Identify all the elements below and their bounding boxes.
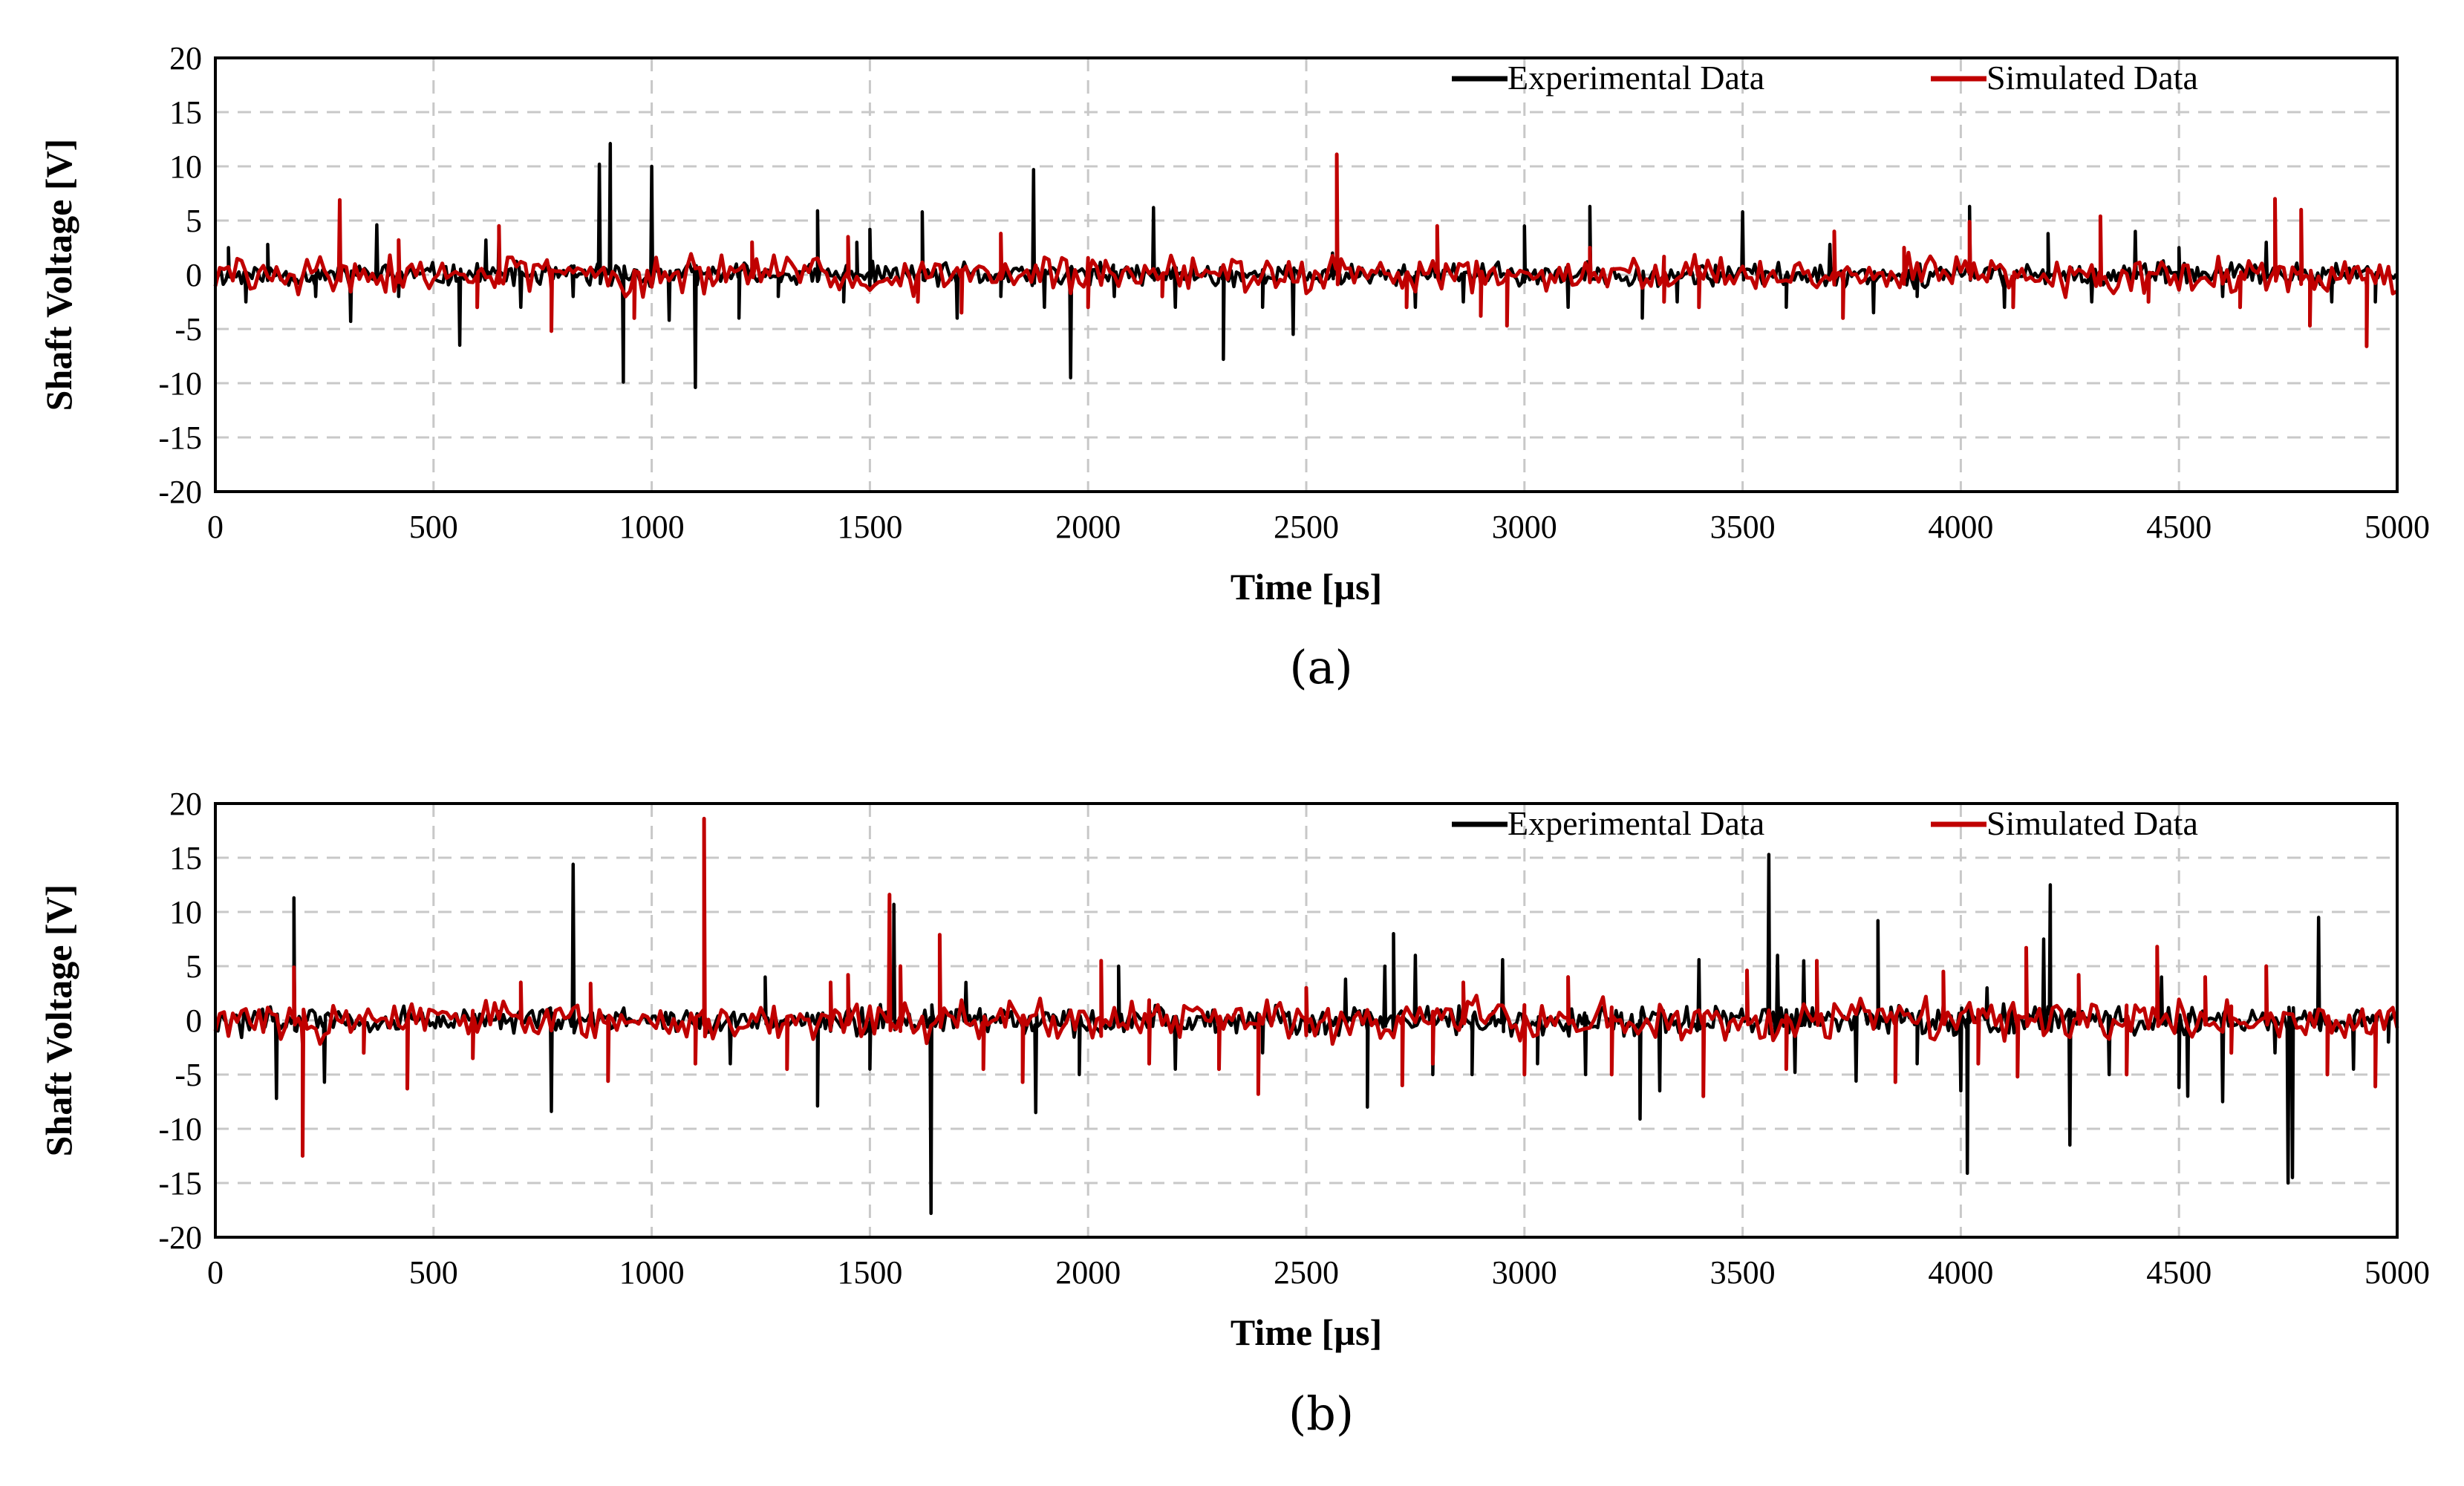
panel-b-x-tick-label: 500 [409,1254,458,1291]
panel-b-x-tick-label: 3000 [1492,1254,1557,1291]
panel-a-x-tick-label: 4000 [1928,509,1993,545]
panel-b-x-axis-label: Time [µs] [1231,1311,1382,1353]
panel-a-y-tick-label: 0 [186,257,202,293]
panel-a-y-tick-label: -15 [158,420,202,456]
panel-b-y-tick-label: -15 [158,1165,202,1202]
panel-b-y-tick-label: -10 [158,1111,202,1147]
panel-a-x-tick-label: 1500 [837,509,902,545]
panel-b-y-tick-label: 0 [186,1003,202,1039]
panel-a-y-axis-label: Shaft Voltage [V] [38,139,79,411]
panel-b-y-axis-label: Shaft Voltage [V] [38,884,79,1157]
panel-a-x-tick-label: 2000 [1055,509,1121,545]
panel-b-x-tick-label: 3500 [1710,1254,1776,1291]
panel-b-x-ticks: 0 500 1000 1500 2000 2500 3000 3500 4000 4500 5000 [207,1254,2430,1291]
panel-a-caption: (a) [1289,640,1352,694]
panel-a-x-tick-label: 4500 [2146,509,2212,545]
panel-b-x-tick-label: 4000 [1928,1254,1993,1291]
panel-a-x-tick-label: 1000 [619,509,685,545]
panel-b-y-tick-label: 20 [169,786,202,822]
panel-a-x-axis-label: Time [µs] [1231,566,1382,607]
panel-b-legend-label-simulated: Simulated Data [1986,804,2198,842]
panel-b-plot-frame [214,802,2399,1239]
panel-a-x-ticks: 0 500 1000 1500 2000 2500 3000 3500 4000 4500 5000 [207,509,2430,545]
panel-a: 20 15 10 5 0 -5 -10 -15 -20 0 500 1000 1500 2000 2500… [38,40,2430,694]
panel-a-legend-label-experimental: Experimental Data [1508,59,1764,97]
panel-a-x-tick-label: 5000 [2364,509,2430,545]
panel-a-y-tick-label: -5 [175,311,202,348]
panel-a-series [213,142,2399,390]
panel-b-y-tick-label: 15 [169,840,202,876]
panel-a-y-tick-label: -10 [158,365,202,402]
panel-a-y-tick-label: 5 [186,203,202,239]
panel-b-x-tick-label: 1000 [619,1254,685,1291]
panel-a-series-simulated-line [213,152,2399,348]
panel-b-x-tick-label: 0 [207,1254,224,1291]
panel-b-y-tick-label: -20 [158,1219,202,1256]
panel-b-legend-label-experimental: Experimental Data [1508,804,1764,842]
panel-a-x-tick-label: 2500 [1274,509,1339,545]
panel-a-y-tick-label: 20 [169,40,202,76]
panel-b-caption: (b) [1288,1386,1354,1441]
panel-b-series [213,816,2399,1216]
panel-b-x-tick-label: 2500 [1274,1254,1339,1291]
panel-a-x-tick-label: 3000 [1492,509,1557,545]
panel-b-legend: Experimental Data Simulated Data [1452,804,2198,842]
panel-b-x-tick-label: 2000 [1055,1254,1121,1291]
panel-a-y-tick-label: -20 [158,474,202,510]
panel-a-y-ticks: 20 15 10 5 0 -5 -10 -15 -20 [158,40,202,510]
panel-b-y-tick-label: -5 [175,1057,202,1093]
panel-a-y-tick-label: 15 [169,94,202,131]
panel-a-legend: Experimental Data Simulated Data [1452,59,2198,97]
panel-b-x-tick-label: 4500 [2146,1254,2212,1291]
panel-b-x-tick-label: 5000 [2364,1254,2430,1291]
panel-b-y-ticks: 20 15 10 5 0 -5 -10 -15 -20 [158,786,202,1256]
panel-a-x-tick-label: 3500 [1710,509,1776,545]
panel-a-plot-frame [214,56,2399,493]
panel-b-x-tick-label: 1500 [837,1254,902,1291]
panel-a-y-tick-label: 10 [169,149,202,185]
panel-a-x-tick-label: 500 [409,509,458,545]
panel-b-y-tick-label: 5 [186,948,202,985]
panel-a-legend-label-simulated: Simulated Data [1986,59,2198,97]
panel-a-x-tick-label: 0 [207,509,224,545]
panel-b-y-tick-label: 10 [169,894,202,931]
panel-b-series-simulated-line [213,816,2399,1158]
panel-b: 20 15 10 5 0 -5 -10 -15 -20 0 500 1000 1500 2000 2500… [38,786,2430,1441]
